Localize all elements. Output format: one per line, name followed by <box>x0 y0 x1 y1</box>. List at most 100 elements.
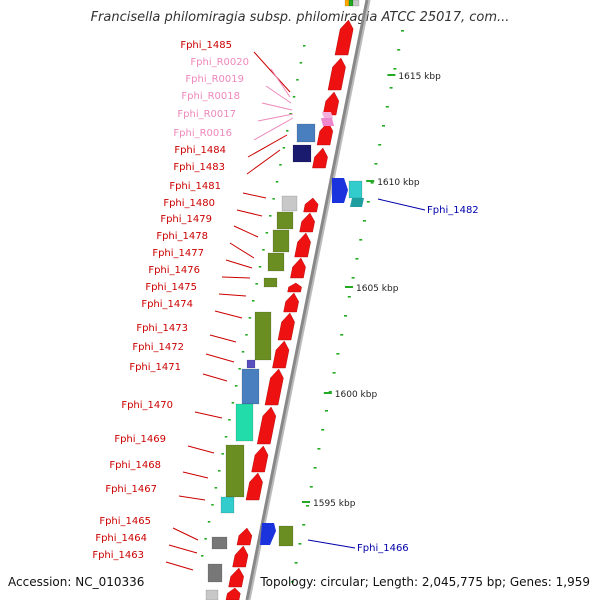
topology-summary-text: Topology: circular; Length: 2,045,775 bp… <box>260 575 590 589</box>
scale-label: 1610 kbp <box>377 178 420 188</box>
outer-tick <box>359 239 363 241</box>
backbone-line <box>245 0 369 600</box>
inner-tick <box>255 283 258 285</box>
gene-block-olive <box>278 525 294 547</box>
gene-label: Fphi_1476 <box>148 265 200 276</box>
gene-label: Fphi_1468 <box>109 460 161 471</box>
outer-tick <box>389 87 393 89</box>
inner-tick <box>214 487 218 489</box>
gene-arrow-blue <box>260 523 276 545</box>
outer-tick <box>393 68 397 70</box>
outer-tick <box>378 144 382 146</box>
leader-line <box>168 544 198 554</box>
gene-block-steelblue <box>241 368 260 405</box>
leader-line <box>214 310 243 319</box>
outer-tick <box>385 106 389 108</box>
outer-tick <box>401 30 404 32</box>
inner-tick <box>248 317 252 319</box>
inner-tick <box>238 368 241 370</box>
gene-arrow-blue <box>332 178 348 203</box>
leader-line <box>205 353 235 363</box>
leader-line <box>225 259 253 269</box>
inner-tick <box>245 334 248 336</box>
outer-tick <box>336 353 340 355</box>
gene-block-olive <box>272 229 290 253</box>
gene-block-gray <box>207 563 223 583</box>
gene-label: Fphi_1471 <box>129 362 181 373</box>
gene-block-gray <box>211 536 228 550</box>
gene-label: Fphi_1463 <box>92 550 144 561</box>
gene-block-violet <box>246 359 256 369</box>
outer-tick <box>325 410 328 412</box>
gene-label: Fphi_1480 <box>163 198 215 209</box>
gene-label: Fphi_1481 <box>169 181 221 192</box>
outer-tick <box>306 505 309 507</box>
inner-tick <box>262 249 265 251</box>
gene-arrow <box>316 121 334 146</box>
gene-block-green <box>348 0 354 7</box>
gene-block-olive <box>225 444 245 498</box>
leader-line <box>253 51 291 93</box>
leader-line <box>377 198 426 211</box>
inner-tick <box>218 470 221 472</box>
gene-arrow <box>228 567 244 588</box>
outer-tick <box>344 315 347 317</box>
leader-line <box>233 225 259 238</box>
features-layer <box>205 0 364 600</box>
gene-label: Fphi_1484 <box>174 145 226 156</box>
outer-tick <box>374 163 378 165</box>
inner-tick <box>211 504 214 506</box>
leader-line <box>246 149 281 175</box>
inner-tick <box>207 521 211 523</box>
gene-label: Fphi_1483 <box>173 162 225 173</box>
gene-arrow <box>256 406 277 445</box>
leader-line <box>194 411 223 419</box>
gene-label: Fphi_1482 <box>427 205 479 216</box>
labels-layer: 1615 kbp 1610 kbp 1605 kbp 1600 kbp 1595 kbp… <box>92 40 478 561</box>
inner-tick <box>224 436 228 438</box>
gene-arrow <box>299 212 315 233</box>
inner-tick <box>265 232 269 234</box>
leader-line <box>221 276 251 279</box>
leader-line <box>202 373 228 382</box>
gene-arrow <box>334 19 354 56</box>
inner-tick <box>231 402 235 404</box>
gene-label: Fphi_R0017 <box>177 109 236 120</box>
tick-marks-layer <box>201 30 404 583</box>
gene-arrow <box>236 527 253 546</box>
leader-line <box>165 561 194 571</box>
leader-line <box>229 242 255 259</box>
gene-arrow <box>225 587 241 600</box>
gene-block-orange <box>344 0 350 7</box>
gene-arrow <box>290 257 306 279</box>
gene-arrow <box>272 340 290 369</box>
inner-tick <box>286 130 289 132</box>
gene-label: Fphi_R0016 <box>173 128 232 139</box>
inner-tick <box>289 113 292 115</box>
leader-line <box>172 527 199 541</box>
gene-block-cyan-shadow <box>350 198 364 207</box>
backbone-layer <box>245 0 371 600</box>
outer-tick <box>355 258 359 260</box>
outer-tick <box>332 372 336 374</box>
gene-arrow <box>294 232 311 258</box>
rrna-block <box>321 118 334 126</box>
gene-label: Fphi_1477 <box>152 248 204 259</box>
inner-tick <box>258 266 262 268</box>
gene-block-teal <box>235 403 254 442</box>
accession-text: Accession: NC_010336 <box>8 575 145 589</box>
inner-tick <box>292 96 296 98</box>
outer-tick <box>309 486 313 488</box>
scale-label: 1605 kbp <box>356 284 399 294</box>
gene-label: Fphi_1479 <box>160 214 212 225</box>
inner-tick <box>272 198 275 200</box>
outer-tick <box>363 220 366 222</box>
gene-arrow <box>287 282 302 293</box>
leader-line <box>187 445 215 454</box>
gene-block-steelblue <box>296 123 316 143</box>
outer-tick <box>313 467 317 469</box>
leader-line <box>209 334 237 343</box>
inner-tick <box>221 453 224 455</box>
gene-label: Fphi_1464 <box>95 533 147 544</box>
